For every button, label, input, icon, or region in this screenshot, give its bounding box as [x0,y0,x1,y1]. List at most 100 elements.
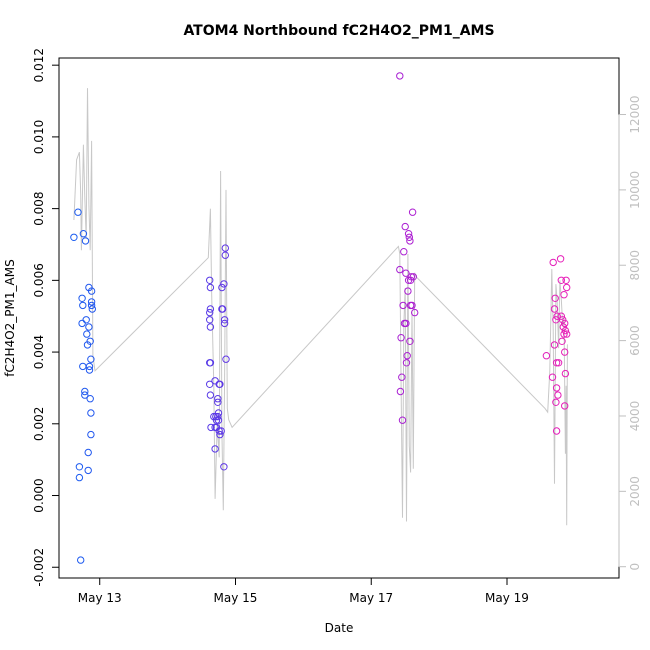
data-point [84,448,92,457]
data-point [216,380,224,388]
data-point [397,334,405,342]
data-point [559,323,567,331]
y2-tick-label: 8000 [628,250,642,281]
data-point [404,230,413,238]
data-point [214,395,222,403]
data-point [206,305,215,313]
data-point [398,416,407,424]
data-point [409,273,417,281]
data-point [399,301,407,310]
data-point [222,355,230,363]
y-tick-label: 0.012 [32,48,46,82]
data-point [86,395,94,403]
y-tick-label: 0.004 [32,335,46,369]
chart-title: ATOM4 Northbound fC2H4O2_PM1_AMS [183,23,494,39]
data-point [563,283,571,292]
data-point [206,316,214,324]
data-point [206,283,215,292]
y-axis-right: 0 2000 4000 6000 8000 10000 12000 [618,95,642,571]
data-point [214,409,223,417]
data-point [554,359,563,367]
data-point [561,369,570,378]
data-point [87,287,96,295]
data-point [402,319,410,328]
x-tick-label: May 17 [349,591,393,605]
data-point [220,319,229,328]
data-point [220,280,228,288]
y-axis-left: -0.002 0.000 0.002 0.004 0.006 0.008 0.010 0.01… [32,48,60,587]
y-tick-label: 0.010 [32,120,46,154]
data-point [404,287,412,295]
data-point [560,291,568,299]
data-point [396,265,404,274]
data-point [85,362,94,371]
data-point [220,463,228,471]
data-point [561,326,570,335]
plot-frame [58,57,620,579]
data-point [88,305,97,313]
data-point [206,276,214,284]
data-point [86,337,94,345]
data-point [206,391,215,399]
data-point [221,244,230,252]
data-point [78,319,86,328]
data-point [79,362,87,371]
data-point [84,466,92,475]
data-point [554,391,562,399]
y2-tick-label: 12000 [628,95,642,133]
data-point [559,316,567,324]
data-point [206,308,214,317]
y2-tick-label: 10000 [628,171,642,209]
data-point [548,373,557,381]
data-point [87,355,95,363]
data-point [79,301,87,310]
data-point [552,359,561,367]
y-tick-label: 0.006 [32,263,46,297]
data-point [75,463,84,471]
data-point [561,402,569,410]
data-point [83,330,91,338]
data-point [218,283,226,292]
x-tick-label: May 13 [78,591,122,605]
data-point [79,230,88,238]
data-point [87,301,96,310]
y-tick-label: 0.000 [32,478,46,512]
data-point [218,305,227,313]
data-point [406,337,414,345]
y2-tick-label: 4000 [628,401,642,432]
altitude-line [73,88,568,526]
data-point [411,308,419,317]
x-axis-label: Date [325,621,354,635]
x-axis: May 13 May 15 May 17 May 19 [78,577,529,605]
data-point [221,251,230,259]
data-point [212,416,221,424]
x-tick-label: May 15 [214,591,258,605]
data-point [558,337,566,345]
data-point [408,208,417,216]
data-point [217,427,225,435]
data-points-layer [70,72,571,564]
data-point [556,255,565,263]
data-point [81,391,89,399]
data-point [403,352,411,360]
y-tick-label: -0.002 [32,548,46,587]
data-point [549,258,557,267]
data-point [561,319,569,328]
altitude-line-layer [73,88,568,526]
data-point [70,233,78,242]
data-point [563,330,571,338]
data-point [562,276,570,284]
data-point [396,387,405,396]
data-point [78,294,86,302]
data-point [216,430,224,439]
x-tick-label: May 19 [485,591,529,605]
y2-tick-label: 2000 [628,476,642,507]
data-point [560,330,568,338]
data-point [551,294,559,302]
y2-tick-label: 6000 [628,325,642,356]
y-tick-label: 0.008 [32,191,46,225]
data-point [85,323,93,331]
data-point [206,359,215,367]
data-point [87,298,96,306]
